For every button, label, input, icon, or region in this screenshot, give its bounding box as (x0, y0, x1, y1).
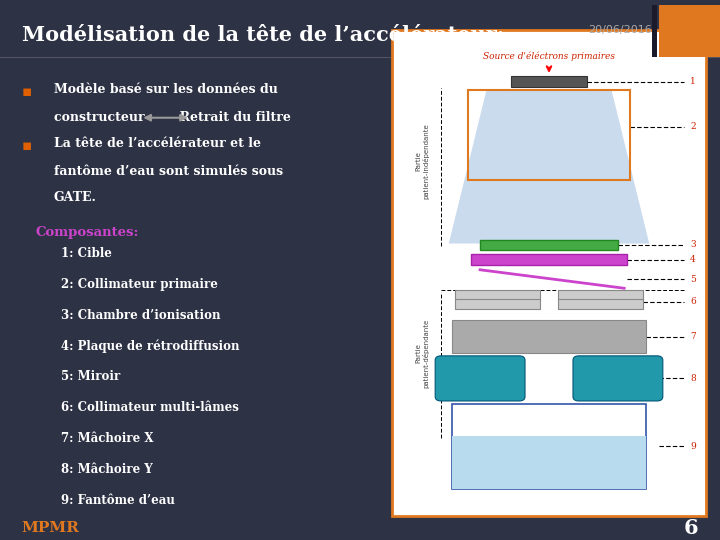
Text: 5: 5 (690, 274, 696, 284)
FancyBboxPatch shape (511, 76, 587, 87)
FancyBboxPatch shape (455, 290, 539, 300)
FancyBboxPatch shape (659, 5, 720, 57)
Text: 6: 6 (684, 518, 698, 538)
FancyBboxPatch shape (573, 356, 663, 401)
Text: GATE.: GATE. (54, 191, 97, 204)
FancyBboxPatch shape (435, 356, 525, 401)
Text: Modèle basé sur les données du: Modèle basé sur les données du (54, 83, 278, 96)
FancyBboxPatch shape (559, 290, 643, 300)
FancyBboxPatch shape (652, 5, 657, 57)
Text: MPMR: MPMR (22, 521, 79, 535)
Text: 1: 1 (690, 77, 696, 86)
Text: 6: Collimateur multi-lâmes: 6: Collimateur multi-lâmes (61, 401, 239, 414)
Text: Partie
patient-dépendante: Partie patient-dépendante (415, 318, 429, 388)
FancyBboxPatch shape (559, 299, 643, 309)
FancyBboxPatch shape (452, 404, 646, 489)
Polygon shape (449, 90, 649, 244)
Text: 5: Miroir: 5: Miroir (61, 370, 120, 383)
Text: 3: 3 (690, 240, 696, 249)
Text: La tête de l’accélérateur et le: La tête de l’accélérateur et le (54, 137, 261, 150)
Text: constructeur        Retrait du filtre: constructeur Retrait du filtre (54, 111, 291, 124)
Text: ▪: ▪ (22, 138, 32, 153)
FancyBboxPatch shape (452, 436, 646, 489)
Text: 20/06/2016: 20/06/2016 (588, 25, 652, 35)
Text: 7: Mâchoire X: 7: Mâchoire X (61, 432, 153, 445)
FancyBboxPatch shape (480, 240, 618, 251)
FancyBboxPatch shape (392, 30, 706, 516)
Text: 3: Chambre d’ionisation: 3: Chambre d’ionisation (61, 309, 221, 322)
Text: 7: 7 (690, 332, 696, 341)
FancyBboxPatch shape (452, 320, 646, 353)
Text: 2: 2 (690, 123, 696, 131)
Text: 9: Fantôme d’eau: 9: Fantôme d’eau (61, 494, 175, 507)
Text: 9: 9 (690, 442, 696, 451)
FancyBboxPatch shape (471, 254, 627, 265)
Text: 2: Collimateur primaire: 2: Collimateur primaire (61, 278, 218, 291)
Text: Source d'éléctrons primaires: Source d'éléctrons primaires (483, 52, 615, 61)
Text: Partie
patient-indépendante: Partie patient-indépendante (415, 123, 429, 199)
Text: 6: 6 (690, 298, 696, 306)
Text: Composantes:: Composantes: (36, 226, 140, 239)
Text: 4: 4 (690, 255, 696, 264)
Text: 1: Cible: 1: Cible (61, 247, 112, 260)
Text: 4: Plaque de rétrodiffusion: 4: Plaque de rétrodiffusion (61, 340, 240, 353)
Text: ▪: ▪ (22, 84, 32, 99)
FancyBboxPatch shape (455, 299, 539, 309)
Text: 8: 8 (690, 374, 696, 383)
Text: Modélisation de la tête de l’accélérateur:: Modélisation de la tête de l’accélérateu… (22, 25, 504, 45)
Text: 8: Mâchoire Y: 8: Mâchoire Y (61, 463, 153, 476)
Text: fantôme d’eau sont simulés sous: fantôme d’eau sont simulés sous (54, 165, 283, 178)
